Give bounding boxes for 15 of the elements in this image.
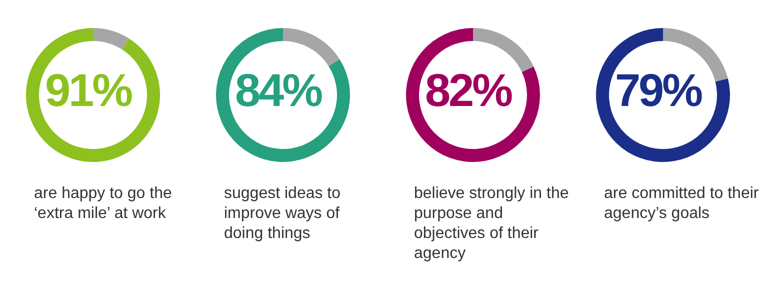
data-label: 84%: [234, 64, 322, 116]
text: are happy to go the ‘extra mile’ at work: [34, 184, 173, 224]
donut-slice: [473, 28, 534, 72]
data-label: 91%: [44, 64, 132, 116]
donut-slice: [283, 28, 340, 66]
donut-slice: [93, 28, 129, 50]
text: believe strongly in the purpose and objectives of their agency: [414, 184, 570, 264]
donut-slice: [216, 28, 350, 162]
text: suggest ideas to improve ways of doing things: [224, 184, 342, 244]
data-label: 82%: [424, 64, 512, 116]
donut-slice: [406, 28, 540, 162]
donut-slice: [596, 28, 730, 162]
text: are committed to their agency’s goals: [604, 184, 760, 224]
donut-slice: [26, 28, 160, 162]
data-label: 79%: [614, 64, 702, 116]
